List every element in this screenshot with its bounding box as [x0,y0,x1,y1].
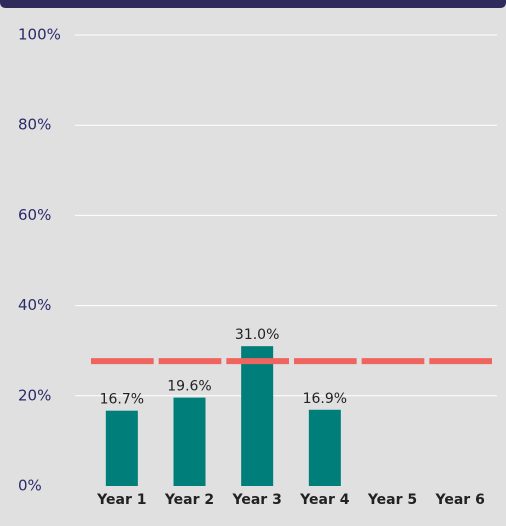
y-tick-label: 80% [18,116,51,134]
x-tick-label: Year 5 [367,492,417,508]
data-label: 19.6% [167,379,211,395]
bar [173,397,206,486]
x-tick-label: Year 3 [232,492,282,508]
y-tick-label: 100% [18,26,61,44]
x-tick-label: Year 2 [164,492,214,508]
x-tick-label: Year 4 [299,492,350,508]
data-label: 16.9% [303,391,347,407]
y-tick-label: 20% [18,386,51,404]
x-tick-label: Year 1 [96,492,146,508]
bar [241,346,274,486]
bar [308,409,341,486]
y-tick-label: 0% [18,477,42,495]
y-tick-label: 40% [18,296,51,314]
header-strip [0,0,506,8]
x-tick-label: Year 6 [435,492,485,508]
data-label: 16.7% [100,392,144,408]
data-label: 31.0% [235,327,279,343]
bar [105,410,138,486]
y-tick-label: 60% [18,206,51,224]
